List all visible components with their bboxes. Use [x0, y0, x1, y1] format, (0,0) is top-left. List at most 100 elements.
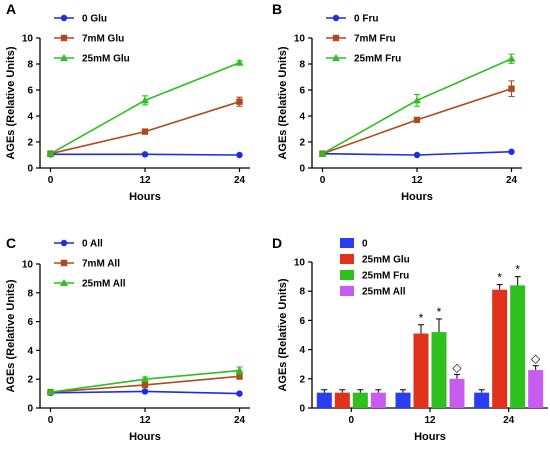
panel-letter-a: A	[6, 1, 16, 17]
bar-d-3	[370, 392, 386, 408]
y-tick-label-a: 4	[27, 112, 33, 123]
y-tick-label-b: 10	[294, 34, 306, 45]
x-axis-label-c: Hours	[129, 431, 161, 443]
legend-label-b-0: 0 Fru	[354, 14, 378, 25]
bar-d-0	[395, 392, 411, 408]
legend-marker-b-1	[332, 34, 340, 42]
y-axis-label-c: AGEs (Relative Units)	[5, 279, 17, 392]
y-tick-label-d: 6	[299, 316, 305, 327]
bar-d-0	[316, 392, 332, 408]
bar-d-1	[413, 333, 429, 408]
x-tick-label-d: 24	[503, 415, 515, 426]
significance-mark-d: *	[515, 263, 520, 277]
significance-mark-d: ◇	[531, 352, 541, 366]
legend-label-c-1: 7mM All	[82, 259, 120, 270]
data-point-c-1	[236, 373, 243, 380]
series-line-a-2	[50, 61, 240, 155]
x-tick-label-c: 0	[48, 415, 54, 426]
data-point-a-0	[236, 151, 243, 159]
y-tick-label-b: 4	[299, 112, 305, 123]
y-tick-label-c: 0	[27, 404, 33, 415]
y-tick-label-d: 4	[299, 345, 305, 356]
y-tick-label-d: 10	[294, 258, 306, 269]
data-point-c-2	[141, 375, 149, 383]
panel-letter-b: B	[272, 1, 282, 17]
data-point-a-1	[236, 98, 243, 105]
bar-d-0	[474, 392, 490, 408]
y-axis-label-b: AGEs (Relative Units)	[277, 46, 289, 159]
y-tick-label-a: 8	[27, 60, 33, 71]
legend-label-d-3: 25mM All	[362, 287, 406, 298]
y-tick-label-d: 0	[299, 404, 305, 415]
data-point-a-2	[141, 96, 149, 104]
legend-label-c-2: 25mM All	[82, 279, 126, 290]
bar-d-1	[492, 289, 508, 408]
data-point-b-0	[413, 151, 421, 159]
x-tick-label-a: 24	[234, 175, 246, 186]
y-tick-label-a: 0	[27, 164, 33, 175]
legend-marker-b-0	[332, 14, 340, 22]
y-tick-label-b: 0	[299, 164, 305, 175]
panel-letter-d: D	[272, 235, 282, 251]
y-tick-label-c: 6	[27, 317, 33, 328]
legend-label-d-0: 0	[362, 239, 368, 250]
y-tick-label-c: 8	[27, 288, 33, 299]
legend-marker-c-1	[60, 259, 68, 267]
data-point-b-1	[413, 116, 421, 124]
data-point-a-2	[46, 149, 55, 157]
significance-mark-d: *	[497, 271, 502, 285]
significance-mark-d: *	[419, 311, 424, 325]
x-tick-label-b: 24	[506, 175, 518, 186]
legend-marker-a-1	[60, 34, 68, 42]
data-point-c-0	[141, 388, 149, 395]
x-tick-label-c: 12	[139, 415, 151, 426]
x-tick-label-b: 0	[320, 175, 326, 186]
data-point-b-2	[318, 149, 327, 157]
legend-label-b-1: 7mM Fru	[354, 34, 396, 45]
x-axis-label-d: Hours	[414, 431, 446, 443]
significance-mark-d: *	[437, 305, 442, 319]
data-point-a-0	[141, 151, 149, 158]
x-tick-label-c: 24	[234, 415, 246, 426]
legend-label-d-1: 25mM Glu	[362, 255, 410, 266]
data-point-a-1	[141, 128, 149, 135]
data-point-c-1	[141, 381, 149, 389]
y-axis-label-a: AGEs (Relative Units)	[5, 46, 17, 159]
bar-d-1	[334, 392, 350, 408]
x-axis-label-b: Hours	[401, 191, 433, 203]
bar-d-3	[528, 370, 544, 408]
legend-label-b-2: 25mM Fru	[354, 54, 401, 65]
y-tick-label-d: 2	[299, 374, 305, 385]
legend-label-a-2: 25mM Glu	[82, 54, 130, 65]
y-tick-label-c: 4	[27, 346, 33, 357]
y-axis-label-d: AGEs (Relative Units)	[277, 278, 289, 391]
data-point-c-0	[236, 390, 243, 397]
data-point-a-2	[235, 58, 244, 66]
data-point-c-2	[235, 366, 244, 374]
legend-marker-a-0	[60, 14, 68, 22]
x-tick-label-a: 0	[48, 175, 54, 186]
bar-d-2	[352, 392, 368, 408]
panel-letter-c: C	[6, 235, 16, 251]
bar-d-2	[431, 332, 447, 408]
y-tick-label-b: 6	[299, 86, 305, 97]
bar-d-2	[510, 285, 526, 408]
legend-swatch-d-3	[340, 286, 354, 296]
legend-label-d-2: 25mM Fru	[362, 271, 409, 282]
legend-label-c-0: 0 All	[82, 239, 103, 250]
y-tick-label-c: 10	[22, 260, 34, 271]
y-tick-label-a: 10	[22, 34, 34, 45]
legend-marker-c-0	[60, 239, 68, 247]
legend-swatch-d-1	[340, 254, 354, 264]
x-tick-label-d: 12	[424, 415, 436, 426]
data-point-b-2	[507, 54, 516, 62]
y-tick-label-a: 6	[27, 86, 33, 97]
data-point-b-2	[413, 96, 421, 104]
y-tick-label-b: 2	[299, 138, 305, 149]
y-tick-label-b: 8	[299, 60, 305, 71]
x-axis-label-a: Hours	[129, 191, 161, 203]
legend-marker-c-2	[60, 279, 68, 286]
legend-label-a-0: 0 Glu	[82, 14, 107, 25]
